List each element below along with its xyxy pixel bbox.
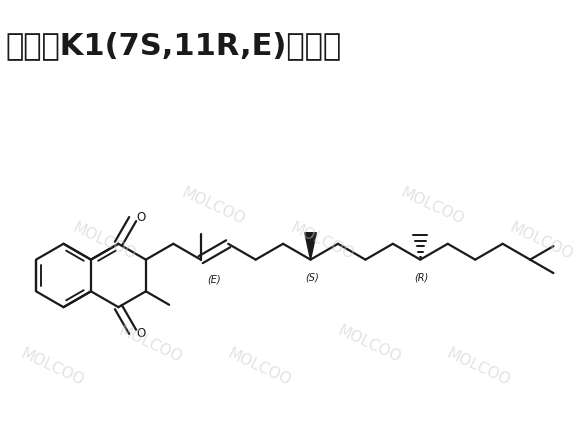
- Text: MOLCOO: MOLCOO: [116, 323, 184, 366]
- Text: 维生素K1(7S,11R,E)异构体: 维生素K1(7S,11R,E)异构体: [6, 31, 342, 60]
- Text: MOLCOO: MOLCOO: [507, 220, 576, 262]
- Text: MOLCOO: MOLCOO: [445, 346, 513, 389]
- Text: MOLCOO: MOLCOO: [289, 220, 357, 262]
- Text: MOLCOO: MOLCOO: [70, 220, 138, 262]
- Polygon shape: [305, 233, 316, 260]
- Text: (E): (E): [208, 274, 221, 284]
- Text: MOLCOO: MOLCOO: [398, 185, 466, 228]
- Text: O: O: [136, 212, 146, 224]
- Text: (S): (S): [305, 272, 319, 283]
- Text: MOLCOO: MOLCOO: [18, 346, 86, 389]
- Text: (R): (R): [415, 272, 429, 283]
- Text: O: O: [136, 326, 146, 339]
- Text: MOLCOO: MOLCOO: [335, 323, 403, 366]
- Text: MOLCOO: MOLCOO: [225, 346, 293, 389]
- Text: MOLCOO: MOLCOO: [179, 185, 248, 228]
